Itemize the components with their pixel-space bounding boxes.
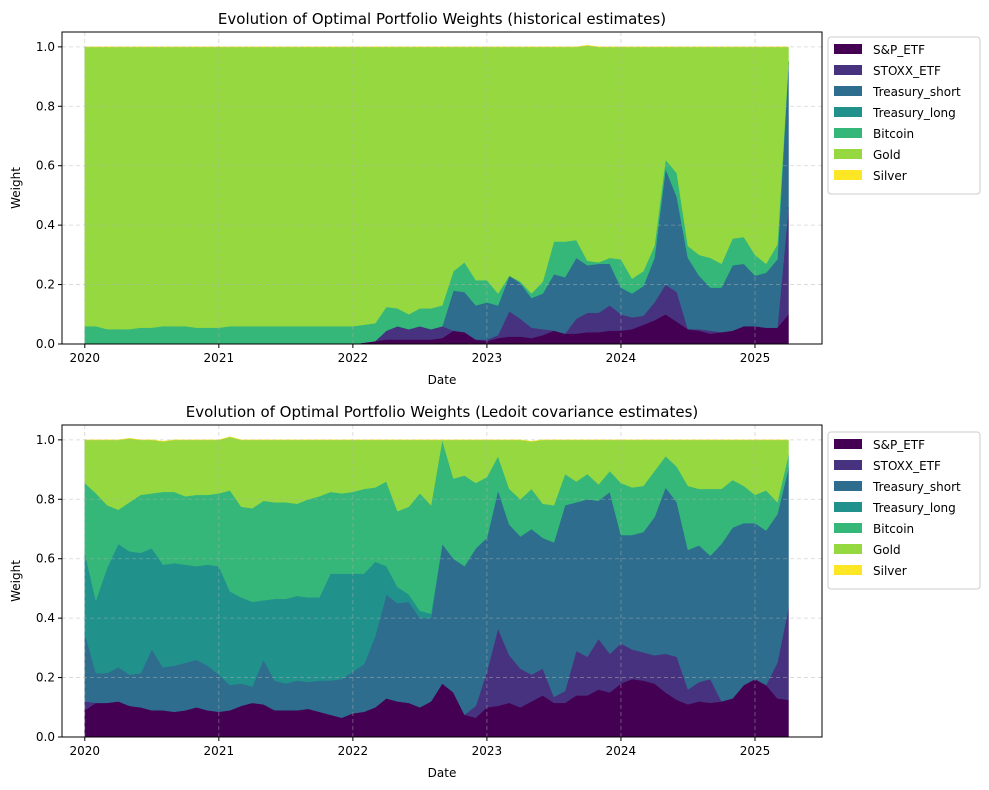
y-tick-label: 0.8 <box>36 99 55 113</box>
legend-label: Gold <box>873 543 901 557</box>
x-tick-label: 2022 <box>338 744 369 758</box>
legend-label: Silver <box>873 169 907 183</box>
legend-swatch <box>834 128 862 138</box>
legend-box <box>827 431 981 590</box>
legend-swatch <box>834 502 862 512</box>
legend-swatch <box>834 65 862 75</box>
area-layers <box>84 436 789 738</box>
legend-label: STOXX_ETF <box>873 64 941 78</box>
y-tick-label: 0.4 <box>36 611 55 625</box>
legend-label: Treasury_long <box>872 106 956 120</box>
legend-label: Silver <box>873 564 907 578</box>
legend-swatch <box>834 44 862 54</box>
y-tick-label: 0.8 <box>36 492 55 506</box>
legend-label: Treasury_long <box>872 501 956 515</box>
legend-swatch <box>834 149 862 159</box>
legend-swatch <box>834 170 862 180</box>
legend-swatch <box>834 523 862 533</box>
x-tick-label: 2020 <box>70 351 101 365</box>
x-tick-label: 2024 <box>606 744 637 758</box>
grid <box>62 32 822 345</box>
x-tick-label: 2025 <box>740 351 771 365</box>
chart-panel-historical: 2020 2021 2022 2023 2024 2025 0.0 0.2 0.4 0.6 0.8 1… <box>9 10 981 387</box>
x-tick-label: 2021 <box>204 744 235 758</box>
x-tick-label: 2022 <box>338 351 369 365</box>
y-tick-label: 0.0 <box>36 337 55 351</box>
legend-swatch <box>834 107 862 117</box>
y-tick-label: 0.2 <box>36 278 55 292</box>
legend-swatch <box>834 481 862 491</box>
chart-title: Evolution of Optimal Portfolio Weights (… <box>218 10 666 28</box>
legend-box <box>827 36 981 195</box>
x-axis-label: Date <box>428 766 457 780</box>
legend-swatch <box>834 439 862 449</box>
y-tick-label: 1.0 <box>36 40 55 54</box>
y-tick-label: 0.6 <box>36 159 55 173</box>
y-axis-label: Weight <box>9 167 23 209</box>
y-tick-label: 0.2 <box>36 671 55 685</box>
x-axis-label: Date <box>428 373 457 387</box>
y-tick-label: 0.6 <box>36 552 55 566</box>
plot-frame <box>61 31 823 345</box>
area-silver <box>84 436 789 442</box>
legend-swatch <box>834 460 862 470</box>
legend-label: Gold <box>873 148 901 162</box>
x-tick-label: 2021 <box>204 351 235 365</box>
legend-label: STOXX_ETF <box>873 459 941 473</box>
plot-frame <box>61 424 823 738</box>
area-silver <box>84 45 789 48</box>
x-tick-label: 2024 <box>606 351 637 365</box>
legend: S&P_ETF STOXX_ETF Treasury_short Treasury_l… <box>827 431 981 590</box>
x-tick-label: 2023 <box>472 351 503 365</box>
legend-label: Bitcoin <box>873 127 914 141</box>
chart-panel-ledoit: 2020 2021 2022 2023 2024 2025 0.0 0.2 0.4 0.6 0.8 1… <box>9 403 981 780</box>
legend-swatch <box>834 86 862 96</box>
legend-label: Treasury_short <box>872 85 961 99</box>
legend: S&P_ETF STOXX_ETF Treasury_short Treasury_l… <box>827 36 981 195</box>
chart-title: Evolution of Optimal Portfolio Weights (… <box>186 403 699 421</box>
legend-label: S&P_ETF <box>873 43 925 57</box>
legend-swatch <box>834 565 862 575</box>
y-tick-label: 0.0 <box>36 730 55 744</box>
x-tick-label: 2020 <box>70 744 101 758</box>
area-layers <box>84 45 789 345</box>
legend-label: Treasury_short <box>872 480 961 494</box>
x-tick-label: 2025 <box>740 744 771 758</box>
legend-label: Bitcoin <box>873 522 914 536</box>
y-tick-label: 0.4 <box>36 218 55 232</box>
y-tick-label: 1.0 <box>36 433 55 447</box>
legend-label: S&P_ETF <box>873 438 925 452</box>
x-tick-label: 2023 <box>472 744 503 758</box>
legend-swatch <box>834 544 862 554</box>
y-axis-label: Weight <box>9 560 23 602</box>
